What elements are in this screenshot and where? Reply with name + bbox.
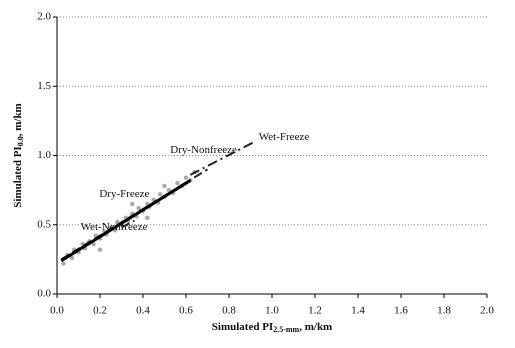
trend-line: [60, 179, 192, 263]
data-point: [183, 175, 189, 180]
x-tick-label: 1.8: [437, 305, 451, 317]
data-point: [69, 255, 75, 261]
ylabel-main: Simulated PI: [12, 146, 24, 207]
data-point: [130, 201, 135, 207]
y-tick-label: 2.0: [37, 11, 51, 23]
xlabel-sub: 2.5-mm: [273, 325, 299, 334]
trend-line: [189, 140, 256, 176]
ylabel-rest: , m/km: [12, 103, 24, 136]
x-tick-label: 0.6: [179, 305, 193, 317]
line-label: Wet-Freeze: [259, 131, 310, 143]
ylabel: Simulated PI0.0, m/km: [12, 103, 25, 207]
xlabel-rest: , m/km: [299, 321, 332, 333]
x-tick-label: 0.0: [50, 305, 64, 317]
data-point: [145, 215, 150, 221]
line-label: Dry-Freeze: [99, 188, 149, 200]
x-tick-label: 1.6: [394, 305, 408, 317]
ylabel-sub: 0.0: [16, 136, 25, 146]
y-tick-label: 0.0: [37, 288, 51, 300]
data-point: [97, 247, 103, 252]
y-tick-label: 1.5: [37, 80, 51, 92]
line-label: Dry-Nonfreeze: [170, 144, 237, 156]
x-tick-label: 1.2: [308, 305, 322, 317]
data-point: [175, 181, 180, 186]
xlabel-main: Simulated PI: [212, 321, 273, 333]
x-tick-label: 0.4: [136, 305, 150, 317]
x-tick-label: 0.2: [93, 305, 107, 317]
y-tick-label: 0.5: [37, 218, 51, 230]
data-point: [162, 183, 167, 189]
x-tick-label: 2.0: [480, 305, 494, 317]
x-tick-label: 1.0: [265, 305, 279, 317]
data-point: [136, 205, 141, 211]
x-tick-label: 1.4: [351, 305, 365, 317]
x-tick-label: 0.8: [222, 305, 236, 317]
data-point: [61, 261, 66, 266]
data-point: [115, 219, 120, 225]
trend-line: [121, 219, 135, 229]
xlabel: Simulated PI2.5-mm, m/km: [212, 321, 332, 334]
data-point: [158, 192, 163, 197]
y-tick-label: 1.0: [37, 149, 51, 161]
data-point: [166, 187, 171, 193]
